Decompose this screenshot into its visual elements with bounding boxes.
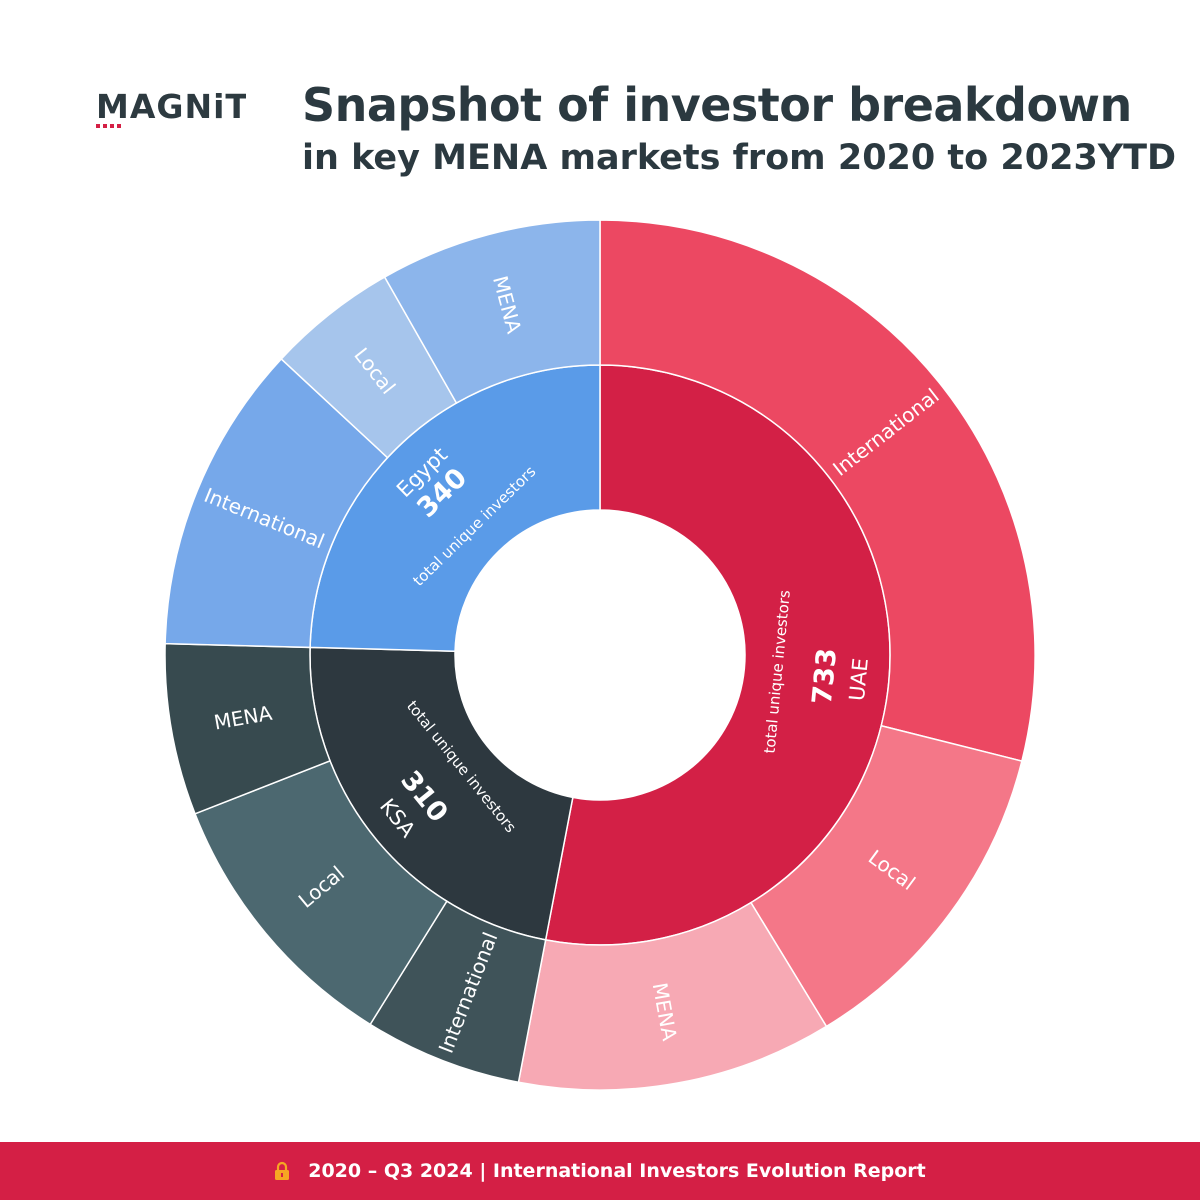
lock-icon bbox=[275, 1161, 290, 1180]
outer-segment-uae-international bbox=[599, 219, 1036, 763]
page-title: Snapshot of investor breakdown bbox=[302, 78, 1132, 132]
footer-text: 2020 – Q3 2024 | International Investors… bbox=[308, 1160, 926, 1182]
outer-segment-egypt-mena bbox=[383, 219, 601, 405]
total-label-uae: 733 bbox=[807, 647, 843, 706]
country-label-uae: UAE bbox=[845, 657, 873, 702]
page-subtitle: in key MENA markets from 2020 to 2023YTD bbox=[302, 138, 1177, 178]
footer-bar: 2020 – Q3 2024 | International Investors… bbox=[0, 1142, 1200, 1200]
chart-center-hole bbox=[455, 510, 745, 800]
magnitt-logo: MAGNiTT bbox=[96, 87, 246, 128]
logo-text: MAGNiTT bbox=[96, 87, 246, 126]
